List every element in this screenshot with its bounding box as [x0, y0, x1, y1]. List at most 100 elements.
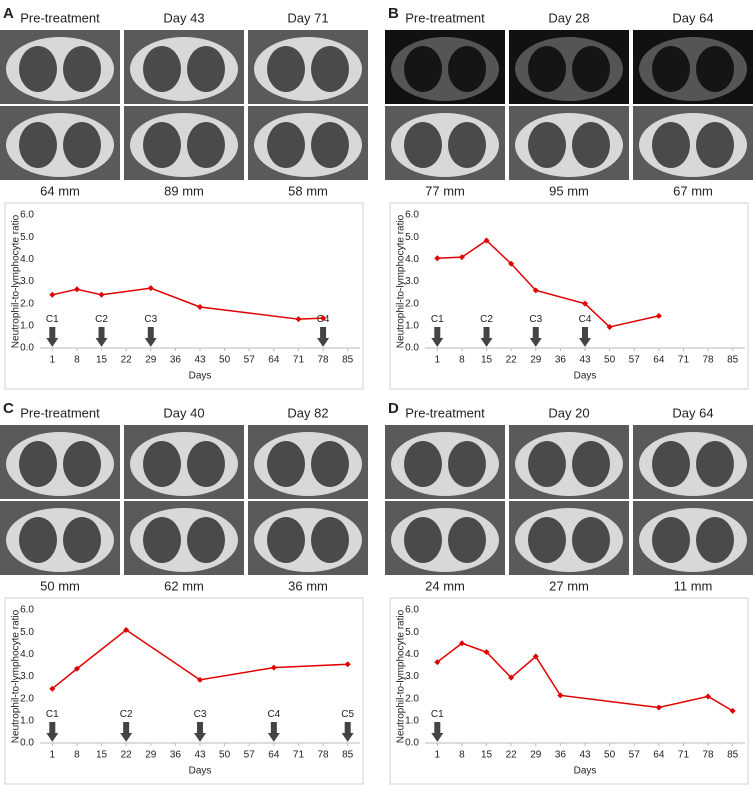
data-point — [532, 287, 539, 294]
image-label: Day 20 — [548, 405, 589, 420]
x-tick-label: 50 — [219, 355, 231, 366]
x-tick-label: 57 — [244, 355, 256, 366]
y-axis-label: Neutrophil-to-lymphocyte ratio — [11, 214, 22, 348]
cycle-label: C1 — [431, 314, 444, 325]
y-tick-label: 2.0 — [405, 298, 419, 309]
x-tick-label: 78 — [703, 355, 715, 366]
data-point — [582, 300, 588, 307]
cycle-label: C2 — [120, 709, 133, 720]
data-point — [98, 291, 105, 298]
cycle-arrow — [194, 721, 206, 742]
x-tick-label: 1 — [435, 750, 441, 761]
ct-lung — [311, 46, 349, 92]
cycle-label: C3 — [529, 314, 542, 325]
ct-lung — [652, 46, 690, 92]
y-tick-label: 1.0 — [20, 320, 34, 331]
ct-lung — [267, 46, 305, 92]
data-point — [320, 315, 327, 322]
measurement: 77 mm — [425, 183, 465, 198]
cycle-arrow — [317, 326, 330, 347]
ct-lung — [63, 46, 101, 92]
cycle-arrow — [95, 326, 108, 347]
chart-frame — [389, 202, 749, 390]
y-tick-label: 3.0 — [20, 671, 34, 682]
y-tick-label: 0.0 — [20, 738, 34, 749]
x-tick-label: 22 — [506, 355, 518, 366]
cycle-label: C2 — [480, 314, 493, 325]
data-point — [483, 237, 490, 244]
measurement: 95 mm — [549, 183, 589, 198]
x-tick-label: 85 — [727, 355, 739, 366]
data-point — [73, 665, 80, 672]
ct-lung — [696, 517, 734, 563]
y-tick-label: 6.0 — [405, 605, 419, 616]
ct-lung — [267, 441, 305, 487]
data-line — [437, 239, 660, 328]
x-tick-label: 36 — [555, 355, 567, 366]
cycle-arrow — [529, 326, 542, 347]
measurement: 64 mm — [40, 183, 80, 198]
x-tick-label: 15 — [96, 355, 108, 366]
data-point — [295, 316, 302, 323]
x-tick-label: 64 — [268, 750, 280, 761]
ct-lung — [19, 122, 57, 168]
x-tick-label: 1 — [435, 355, 441, 366]
ct-lung — [652, 441, 690, 487]
ct-lung — [187, 122, 225, 168]
data-point — [606, 323, 613, 330]
x-tick-label: 50 — [219, 750, 231, 761]
cycle-arrow — [341, 721, 354, 742]
ct-lung — [652, 517, 690, 563]
ct-lung — [572, 46, 610, 92]
x-tick-label: 71 — [293, 750, 305, 761]
ct-lung — [267, 122, 305, 168]
y-tick-label: 0.0 — [20, 343, 34, 354]
cycle-label: C1 — [46, 709, 59, 720]
y-tick-label: 3.0 — [405, 276, 419, 287]
cycle-label: C3 — [144, 314, 157, 325]
y-tick-label: 5.0 — [405, 232, 419, 243]
x-tick-label: 50 — [604, 750, 616, 761]
data-point — [197, 303, 203, 310]
ct-lung — [187, 441, 225, 487]
ct-lung — [143, 441, 181, 487]
x-tick-label: 29 — [145, 355, 157, 366]
image-label: Day 64 — [672, 405, 713, 420]
ct-lung — [652, 122, 690, 168]
x-tick-label: 15 — [481, 750, 493, 761]
data-point — [344, 661, 351, 668]
data-point — [705, 693, 712, 700]
measurement: 11 mm — [674, 578, 713, 593]
image-label: Day 82 — [287, 405, 328, 420]
data-point — [458, 640, 465, 647]
y-axis-label: Neutrophil-to-lymphocyte ratio — [396, 214, 407, 348]
y-tick-label: 5.0 — [405, 627, 419, 638]
y-tick-label: 0.0 — [405, 738, 419, 749]
ct-lung — [404, 517, 442, 563]
y-tick-label: 6.0 — [20, 605, 34, 616]
x-tick-label: 1 — [50, 355, 56, 366]
chart-frame — [4, 202, 364, 390]
cycle-arrow — [144, 326, 157, 347]
ct-lung — [572, 517, 610, 563]
measurement: 58 mm — [288, 183, 328, 198]
panel-letter: B — [388, 5, 399, 22]
ct-lung — [143, 122, 181, 168]
x-tick-label: 8 — [74, 355, 80, 366]
cycle-label: C1 — [431, 709, 444, 720]
ct-lung — [19, 517, 57, 563]
image-label: Day 28 — [548, 10, 589, 25]
cycle-label: C1 — [46, 314, 59, 325]
panel-letter: C — [3, 400, 14, 417]
ct-lung — [696, 441, 734, 487]
x-tick-label: 43 — [579, 355, 591, 366]
x-tick-label: 71 — [293, 355, 305, 366]
x-tick-label: 29 — [530, 355, 542, 366]
data-point — [532, 653, 539, 660]
y-tick-label: 1.0 — [20, 715, 34, 726]
data-point — [508, 260, 515, 267]
data-point — [123, 626, 130, 633]
x-axis-label: Days — [574, 371, 597, 382]
y-axis-label: Neutrophil-to-lymphocyte ratio — [396, 609, 407, 743]
